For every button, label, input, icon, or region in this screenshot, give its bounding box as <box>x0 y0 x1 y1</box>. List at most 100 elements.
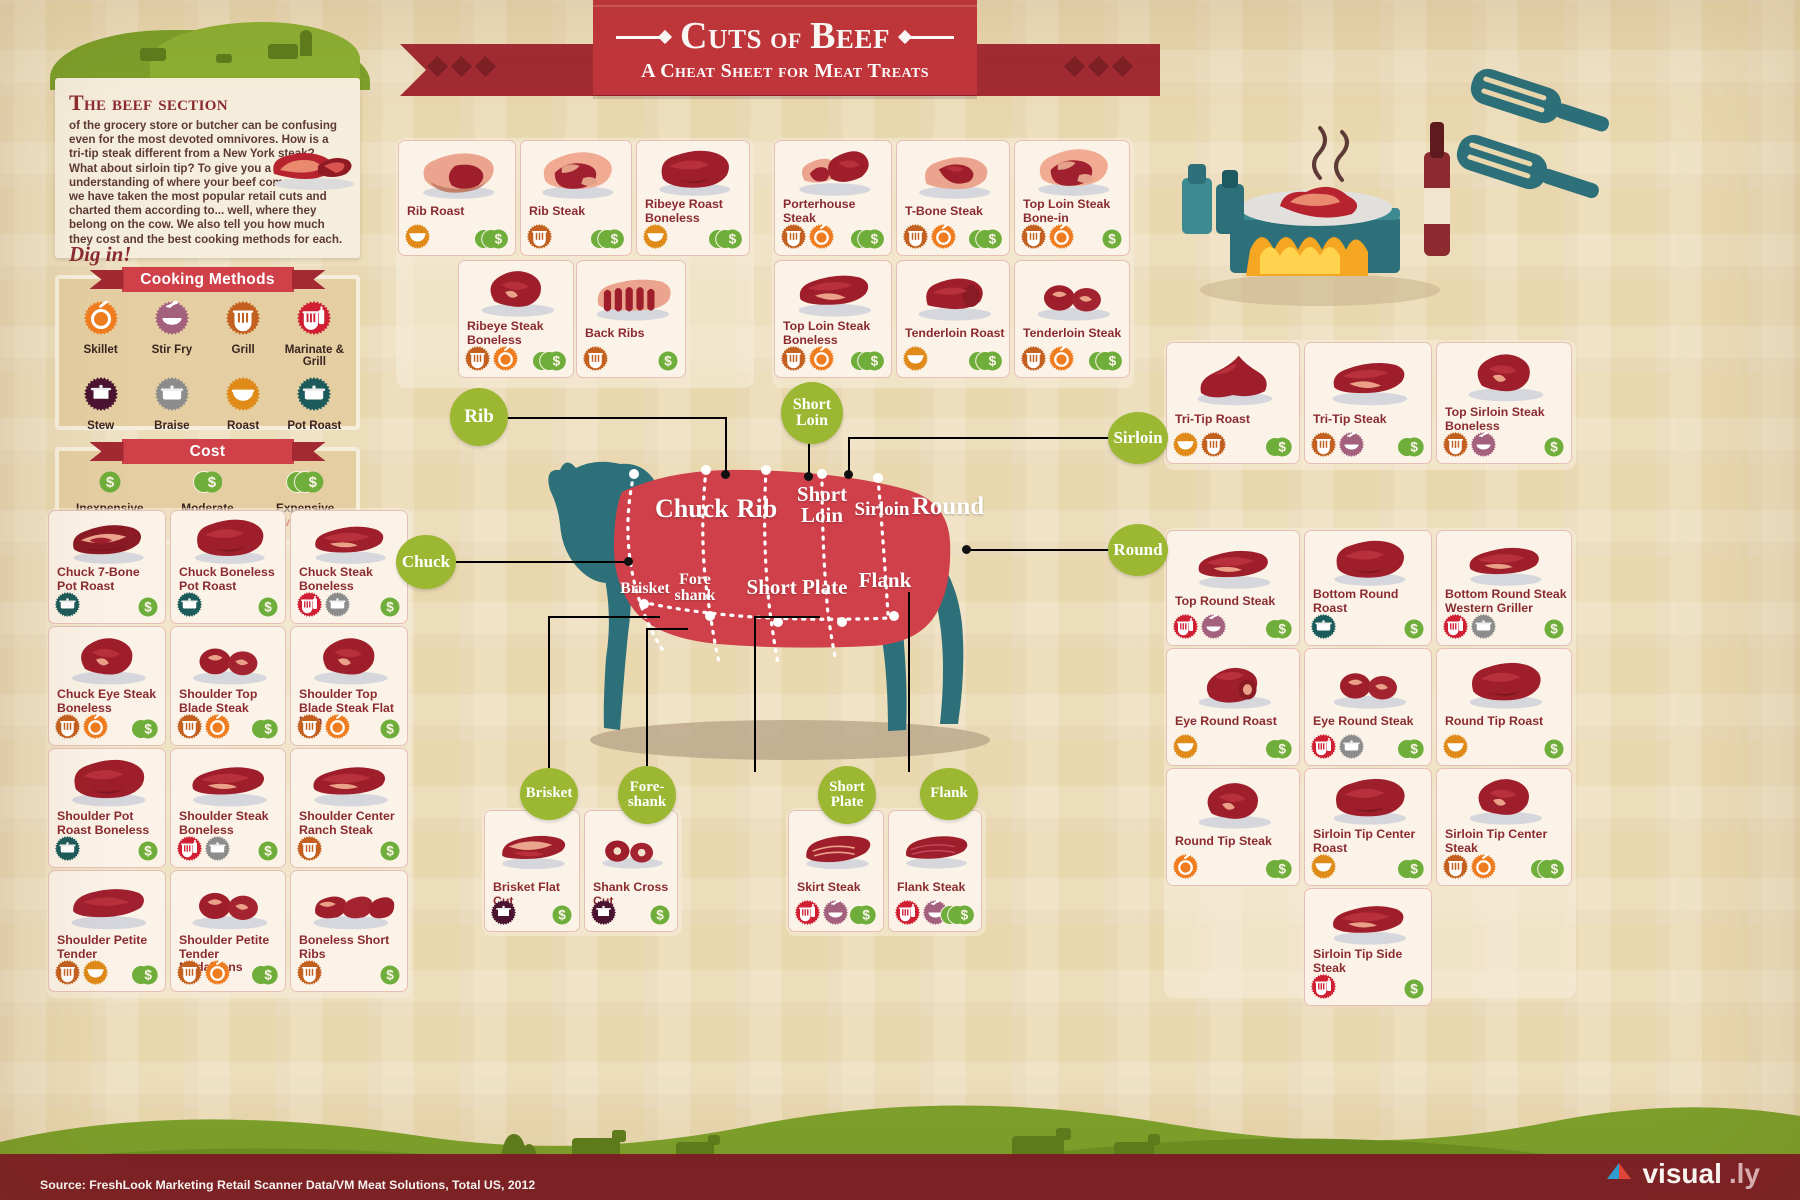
cut-card[interactable]: Tri-Tip Steak $ <box>1304 342 1432 464</box>
cut-card[interactable]: Chuck Boneless Pot Roast $ <box>170 510 286 624</box>
cut-name: Boneless Short Ribs <box>299 933 390 961</box>
cut-card[interactable]: Top Sirloin Steak Boneless $ <box>1436 342 1572 464</box>
meat-illustration-medallions <box>192 893 268 930</box>
cut-image <box>1305 895 1431 946</box>
cut-card[interactable]: Tenderloin Roast $ <box>896 260 1010 378</box>
cooking-method-roast[interactable]: Roast <box>208 377 279 432</box>
cut-card[interactable]: Shoulder Center Ranch Steak $ <box>290 748 408 868</box>
brand-name-a: visual <box>1642 1158 1722 1189</box>
visually-logo-icon <box>1607 1163 1632 1179</box>
cut-card[interactable]: Chuck Steak Boneless $ <box>290 510 408 624</box>
cost-coins-1-icon: $ <box>380 597 400 617</box>
tag-chuck[interactable]: Chuck <box>392 531 460 593</box>
cooking-method-label: Grill <box>231 343 255 356</box>
cost-coins-2-icon: $ <box>250 965 278 985</box>
cut-card[interactable]: Skirt Steak $ <box>788 810 884 932</box>
cut-name: Tri-Tip Steak <box>1313 412 1387 426</box>
cut-card[interactable]: Eye Round Steak $ <box>1304 648 1432 766</box>
cooking-method-grill[interactable]: Grill <box>208 301 279 368</box>
svg-text:$: $ <box>264 843 272 858</box>
cut-card[interactable]: Top Loin Steak Boneless $ <box>774 260 892 378</box>
cut-cost: $ <box>707 229 742 249</box>
cut-cost: $ <box>138 597 158 617</box>
cut-cost: $ <box>848 905 876 925</box>
tree-icon <box>300 30 312 56</box>
intro-body: of the grocery store or butcher can be c… <box>69 119 343 266</box>
leader-line-foreshank-h <box>646 628 688 630</box>
cut-name: Round Tip Roast <box>1445 714 1544 728</box>
skillet-icon <box>1049 224 1074 249</box>
visually-logo[interactable]: visual .ly <box>1605 1158 1760 1190</box>
cooking-method-stew[interactable]: Stew <box>65 377 136 432</box>
tag-brisket[interactable]: Brisket <box>516 764 582 824</box>
cut-card[interactable]: Shoulder Pot Roast Boneless $ <box>48 748 166 868</box>
tag-rib[interactable]: Rib <box>446 384 512 450</box>
cost-coins-1-icon: $ <box>380 841 400 861</box>
cut-card[interactable]: Shoulder Petite Tender $ <box>48 870 166 992</box>
tag-round[interactable]: Round <box>1104 520 1172 580</box>
roast-icon <box>226 377 261 411</box>
cut-card[interactable]: Shoulder Top Blade Steak $ <box>170 626 286 746</box>
cut-card[interactable]: Back Ribs $ <box>576 260 686 378</box>
tag-short-plate[interactable]: Short Plate <box>814 762 880 828</box>
cut-image <box>775 267 891 318</box>
cooking-method-marinade[interactable]: Marinate & Grill <box>279 301 350 368</box>
cut-card[interactable]: Rib Roast $ <box>398 140 516 256</box>
cut-card[interactable]: T-Bone Steak $ <box>896 140 1010 256</box>
cooking-method-potroast[interactable]: Pot Roast <box>279 377 350 432</box>
cut-card[interactable]: Shoulder Steak Boneless $ <box>170 748 286 868</box>
cut-card[interactable]: Round Tip Steak $ <box>1166 768 1300 886</box>
meat-illustration-steak-round <box>1198 783 1271 829</box>
cut-card[interactable]: Porterhouse Steak $ <box>774 140 892 256</box>
braise-icon <box>325 592 350 617</box>
cut-card[interactable]: Sirloin Tip Side Steak $ <box>1304 888 1432 1006</box>
cost-coins-1-icon: $ <box>1404 979 1424 999</box>
cut-card[interactable]: Bottom Round Steak Western Griller $ <box>1436 530 1572 646</box>
cut-card[interactable]: Tri-Tip Roast $ <box>1166 342 1300 464</box>
cut-card[interactable]: Bottom Round Roast $ <box>1304 530 1432 646</box>
tag-flank[interactable]: Flank <box>916 764 982 824</box>
cut-group-rib: Rib Roast $ Rib Steak $ Ribeye Roast Boneles… <box>396 138 754 388</box>
cooking-method-skillet[interactable]: Skillet <box>65 299 136 368</box>
cut-card[interactable]: Shoulder Top Blade Steak Flat Iron$ <box>290 626 408 746</box>
cow-label-rib: Rib <box>736 494 778 523</box>
tag-sirloin[interactable]: Sirloin <box>1104 408 1172 468</box>
marinade-icon <box>1311 734 1336 759</box>
cut-cost: $ <box>967 229 1002 249</box>
cut-card[interactable]: Eye Round Roast $ <box>1166 648 1300 766</box>
cut-card[interactable]: Flank Steak $ <box>888 810 982 932</box>
cut-cost: $ <box>258 597 278 617</box>
cut-card[interactable]: Tenderloin Steak $ <box>1014 260 1130 378</box>
cut-name: Shoulder Petite Tender <box>57 933 148 961</box>
meat-illustration-strip <box>1332 362 1408 406</box>
cooking-method-stirfry[interactable]: Stir Fry <box>136 299 207 368</box>
cut-name: Eye Round Steak <box>1313 714 1414 728</box>
cut-card[interactable]: Ribeye Steak Boneless $ <box>458 260 574 378</box>
cut-card[interactable]: Chuck 7-Bone Pot Roast $ <box>48 510 166 624</box>
cow-label-flank: Flank <box>858 568 912 592</box>
cut-name: Chuck Steak Boneless <box>299 565 373 593</box>
cut-card[interactable]: Top Loin Steak Bone-in $ <box>1014 140 1130 256</box>
cut-card[interactable]: Round Tip Roast $ <box>1436 648 1572 766</box>
grill-icon <box>1311 432 1336 457</box>
cut-card[interactable]: Brisket Flat Cut$ <box>484 810 580 932</box>
cut-card[interactable]: Sirloin Tip Center Roast $ <box>1304 768 1432 886</box>
cut-card[interactable]: Boneless Short Ribs $ <box>290 870 408 992</box>
leader-dot <box>624 557 633 566</box>
tag-short-loin[interactable]: Short Loin <box>777 378 847 448</box>
cut-card[interactable]: Shank Cross Cut$ <box>584 810 678 932</box>
cooking-method-braise[interactable]: Braise <box>136 377 207 432</box>
cut-card[interactable]: Ribeye Roast Boneless $ <box>636 140 750 256</box>
cut-card[interactable]: Shoulder Petite Tender Medallions$ <box>170 870 286 992</box>
cut-card[interactable]: Top Round Steak $ <box>1166 530 1300 646</box>
tag-fore-shank[interactable]: Fore-shank <box>614 762 680 828</box>
cut-card[interactable]: Chuck Eye Steak Boneless $ <box>48 626 166 746</box>
braise-icon <box>1339 734 1364 759</box>
skillet-icon <box>1471 854 1496 879</box>
cut-methods <box>177 960 230 985</box>
cut-methods <box>491 900 516 925</box>
cut-methods <box>1443 614 1496 639</box>
cut-cost: $ <box>1396 859 1424 879</box>
cut-card[interactable]: Sirloin Tip Center Steak $ <box>1436 768 1572 886</box>
cut-card[interactable]: Rib Steak $ <box>520 140 632 256</box>
